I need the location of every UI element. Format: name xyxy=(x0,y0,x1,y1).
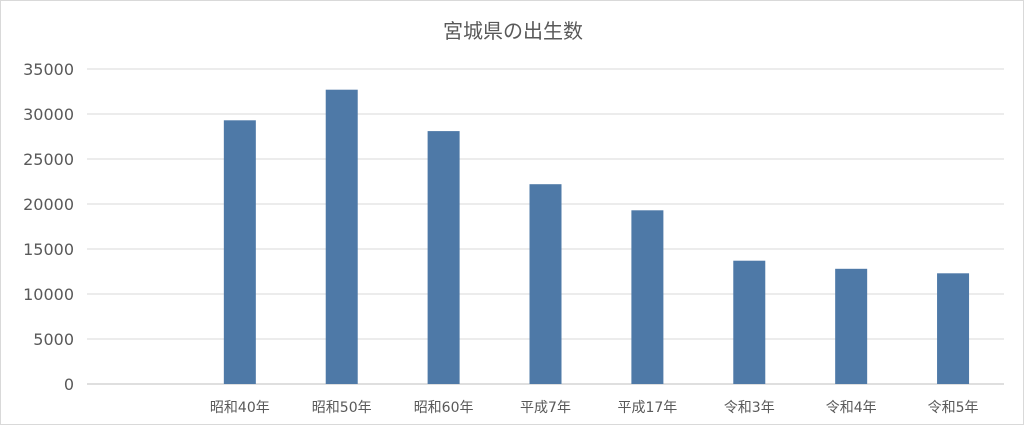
y-tick-label: 25000 xyxy=(23,150,74,169)
y-tick-label: 5000 xyxy=(33,330,74,349)
y-axis-ticks: 0 5000 10000 15000 20000 25000 30000 35000 xyxy=(23,60,74,394)
y-tick-label: 30000 xyxy=(23,105,74,124)
x-tick-label: 平成17年 xyxy=(617,400,677,416)
y-tick-label: 15000 xyxy=(23,240,74,259)
bar xyxy=(631,210,664,384)
bar xyxy=(325,89,358,384)
x-tick-label: 令和4年 xyxy=(826,400,877,416)
chart-title: 宮城県の出生数 xyxy=(443,19,583,43)
bar xyxy=(529,184,562,384)
x-tick-label: 昭和40年 xyxy=(210,400,270,416)
x-tick-label: 昭和50年 xyxy=(312,400,372,416)
x-tick-label: 令和3年 xyxy=(724,400,775,416)
bar xyxy=(835,268,868,384)
y-tick-label: 0 xyxy=(64,375,74,394)
y-tick-label: 10000 xyxy=(23,285,74,304)
x-tick-label: 令和5年 xyxy=(928,400,979,416)
bar xyxy=(223,120,256,385)
bar xyxy=(937,273,970,384)
bar xyxy=(427,131,460,384)
x-axis-ticks: 昭和40年 昭和50年 昭和60年 平成7年 平成17年 令和3年 令和4年 令和5年 xyxy=(210,400,979,416)
y-tick-label: 20000 xyxy=(23,195,74,214)
bar xyxy=(733,260,766,384)
y-tick-label: 35000 xyxy=(23,60,74,79)
x-tick-label: 平成7年 xyxy=(520,400,571,416)
bars xyxy=(223,89,970,385)
x-tick-label: 昭和60年 xyxy=(414,400,474,416)
